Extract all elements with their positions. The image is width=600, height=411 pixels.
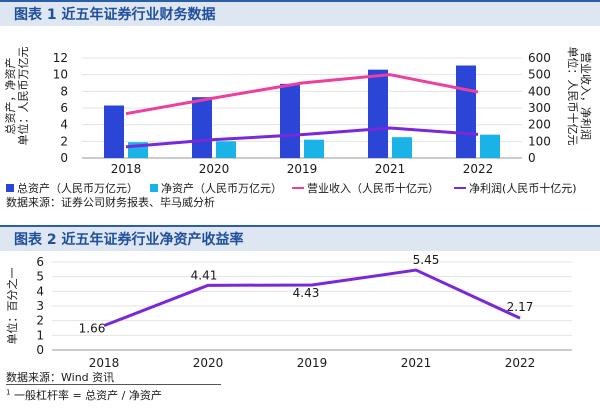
y-tick-label: 2 <box>36 314 44 328</box>
y-tick-label: 0 <box>36 343 44 357</box>
y-tick-label: 10 <box>53 68 68 82</box>
y2-axis-label: 单位：人民币十亿元 <box>566 47 580 146</box>
y-tick-label: 2 <box>60 134 68 148</box>
y2-tick-label: 400 <box>528 84 551 98</box>
bar <box>304 139 324 158</box>
y-tick-label: 6 <box>60 101 68 115</box>
bar <box>368 69 388 158</box>
chart1-source: 数据来源：证券公司财务报表、毕马威分析 <box>6 196 215 209</box>
y-tick-label: 3 <box>36 299 44 313</box>
footnote-rule <box>6 384 221 385</box>
chart2-title: 图表 2 近五年证券行业净资产收益率 <box>14 232 244 248</box>
bar <box>480 134 500 158</box>
y-axis-label: 单位：人民币万亿元 <box>16 47 30 146</box>
x-tick-label: 2021 <box>375 162 406 176</box>
bar <box>392 137 412 158</box>
legend-revenue: 营业收入（人民币十亿元） <box>292 180 439 196</box>
footnote-text: 一般杠杆率 = 总资产 / 净资产 <box>13 389 162 402</box>
y2-tick-label: 0 <box>528 151 536 165</box>
x-tick-label: 2020 <box>199 162 230 176</box>
legend-label: 总资产（人民币万亿元） <box>17 182 138 195</box>
chart1-title-bar: 图表 1 近五年证券行业财务数据 <box>0 0 600 26</box>
legend-swatch <box>150 184 158 192</box>
chart1-canvas: 0 2 4 6 8 10 12 0 100 200 300 400 500 600 2018 2020 2019… <box>3 47 593 177</box>
x-tick-label: 2018 <box>111 162 142 176</box>
y2-tick-label: 100 <box>528 134 551 148</box>
series-line <box>125 126 479 149</box>
x-tick-label: 2019 <box>297 356 328 370</box>
legend-net-assets: 净资产（人民币万亿元） <box>150 180 282 196</box>
bar <box>280 83 300 158</box>
y2-tick-label: 600 <box>528 51 551 65</box>
y2-tick-label: 500 <box>528 68 551 82</box>
data-label: 1.66 <box>79 322 106 336</box>
legend-line <box>454 187 466 189</box>
y2-axis-label: 营业收入，净利润 <box>579 52 593 140</box>
y-tick-label: 6 <box>36 255 44 269</box>
y-axis-label: 单位：百分之一 <box>5 268 19 345</box>
y2-tick-label: 200 <box>528 118 551 132</box>
y-tick-label: 12 <box>53 51 68 65</box>
chart2-title-bar: 图表 2 近五年证券行业净资产收益率 <box>0 225 600 251</box>
data-label: 4.43 <box>293 286 320 300</box>
footnote: 1 一般杠杆率 = 总资产 / 净资产 <box>6 387 162 403</box>
bar <box>192 97 212 158</box>
footnote-mark: 1 <box>6 388 11 397</box>
bar <box>104 105 124 158</box>
x-tick-label: 2022 <box>505 356 536 370</box>
y-tick-label: 1 <box>36 328 44 342</box>
data-label: 2.17 <box>507 300 534 314</box>
x-tick-label: 2020 <box>193 356 224 370</box>
legend-net-profit: 净利润(人民币十亿元) <box>454 180 577 196</box>
chart1-title: 图表 1 近五年证券行业财务数据 <box>14 7 216 23</box>
legend-label: 净资产（人民币万亿元） <box>161 182 282 195</box>
legend-swatch <box>6 184 14 192</box>
legend-line <box>292 187 304 189</box>
legend-label: 净利润(人民币十亿元) <box>469 182 577 195</box>
data-label: 5.45 <box>413 253 440 267</box>
chart2-source: 数据来源：Wind 资讯 <box>6 371 115 384</box>
data-label: 4.41 <box>191 268 218 282</box>
legend-total-assets: 总资产（人民币万亿元） <box>6 180 138 196</box>
y-tick-label: 8 <box>60 84 68 98</box>
x-tick-label: 2018 <box>89 356 120 370</box>
x-tick-label: 2019 <box>287 162 318 176</box>
x-tick-label: 2022 <box>463 162 494 176</box>
x-tick-label: 2021 <box>401 356 432 370</box>
y-tick-label: 5 <box>36 270 44 284</box>
y2-tick-label: 300 <box>528 101 551 115</box>
y-tick-label: 4 <box>36 284 44 298</box>
series-line <box>125 73 479 116</box>
bar <box>216 141 236 158</box>
y-tick-label: 0 <box>60 151 68 165</box>
y-axis-label: 总资产，净资产 <box>3 58 17 135</box>
legend-label: 营业收入（人民币十亿元） <box>307 182 439 195</box>
y-tick-label: 4 <box>60 118 68 132</box>
series-line <box>103 268 521 328</box>
